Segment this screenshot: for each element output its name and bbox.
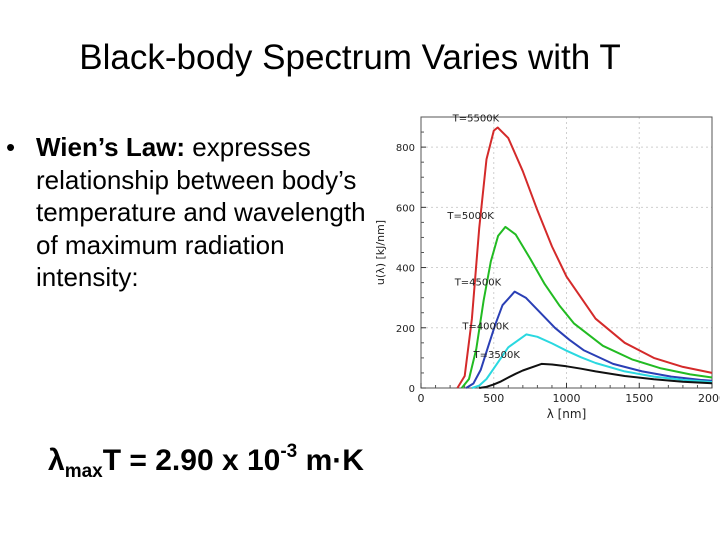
bullet-wiens-law: • Wien’s Law: expresses relationship bet…	[4, 131, 384, 294]
chart-series-group	[456, 126, 713, 389]
series-label: T=5000K	[446, 211, 494, 222]
series-line-t-4500k	[465, 290, 713, 389]
bullet-text-block: Wien’s Law: expresses relationship betwe…	[36, 131, 376, 294]
equation-units: m·K	[297, 444, 364, 477]
series-label: T=4000K	[461, 321, 509, 332]
series-label: T=4500K	[454, 278, 502, 289]
bullet-symbol: •	[6, 132, 16, 162]
equation-superscript: -3	[280, 441, 298, 462]
y-tick-label: 400	[396, 264, 415, 275]
series-label: T=5500K	[452, 114, 500, 125]
x-axis-label: λ [nm]	[547, 407, 587, 421]
bullet-description: expresses relationship between body’s te…	[36, 132, 366, 292]
x-tick-label: 0	[418, 392, 425, 405]
equation-subscript: max	[64, 461, 103, 482]
y-tick-label: 600	[396, 203, 415, 214]
series-line-t-5000k	[460, 225, 713, 389]
x-tick-label: 1000	[553, 392, 581, 405]
x-tick-label: 500	[483, 392, 504, 405]
y-tick-label: 200	[396, 324, 415, 335]
y-tick-label: 800	[396, 143, 415, 154]
series-line-t-3500k	[479, 362, 713, 389]
chart-ticks	[420, 131, 713, 389]
series-line-t-5500k	[456, 126, 713, 389]
y-tick-label: 0	[409, 384, 415, 395]
equation-main: T = 2.90 x 10	[102, 444, 281, 477]
series-line-t-4000k	[471, 333, 713, 389]
equation-lambda: λ	[48, 444, 65, 477]
x-tick-label: 1500	[625, 392, 653, 405]
chart-grid	[420, 117, 713, 389]
wien-equation: λmaxT = 2.90 x 10-3 m·K	[48, 432, 364, 492]
bullet-term: Wien’s Law:	[36, 132, 186, 162]
series-label: T=3500K	[472, 350, 520, 361]
y-axis-label: u(λ) [kJ/nm]	[374, 220, 387, 285]
slide-title: Black-body Spectrum Varies with T	[79, 38, 621, 77]
